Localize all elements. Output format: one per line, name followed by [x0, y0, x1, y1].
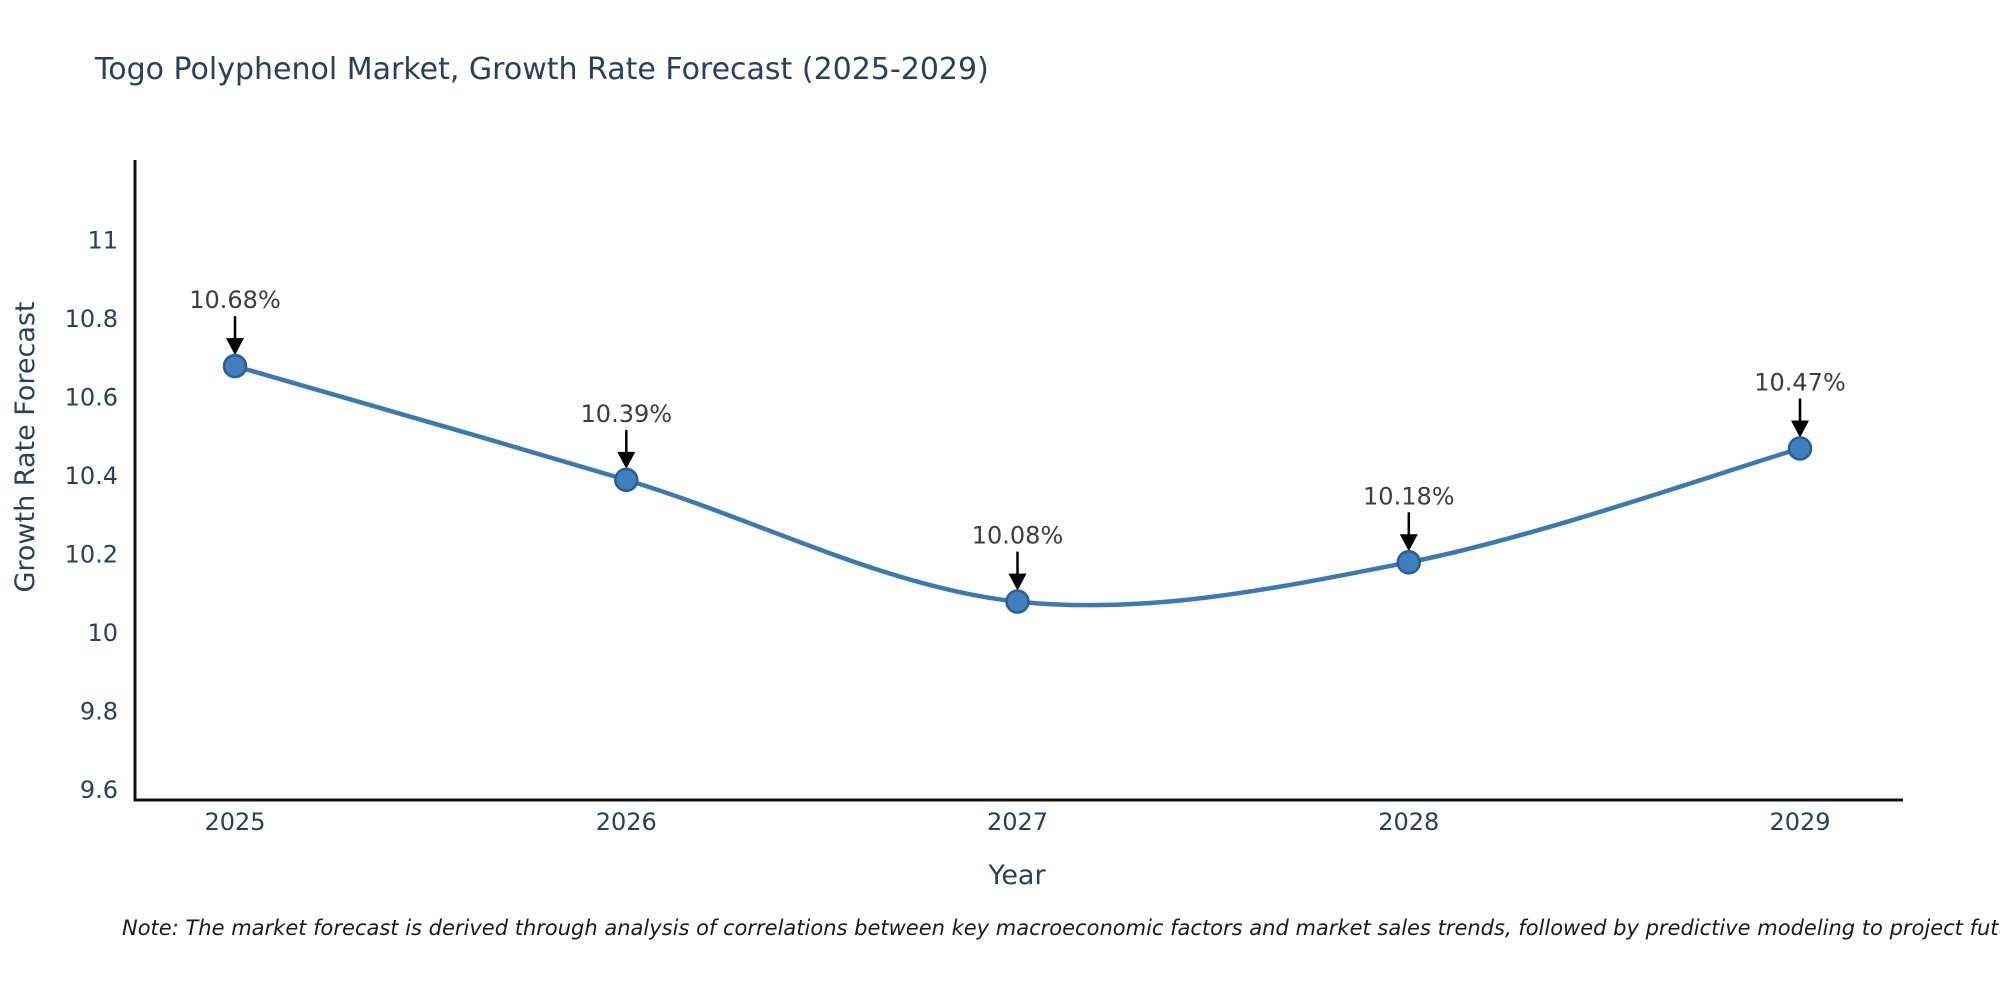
data-point-marker[interactable]	[1787, 436, 1813, 461]
y-tick-label: 9.6	[80, 776, 118, 804]
y-tick-label: 10.4	[65, 462, 118, 490]
x-tick-label: 2027	[987, 808, 1048, 836]
chart-title: Togo Polyphenol Market, Growth Rate Fore…	[94, 52, 989, 87]
footnote: Note: The market forecast is derived thr…	[122, 916, 2000, 940]
annotation-arrowhead	[617, 451, 636, 469]
data-point-annotation: 10.08%	[972, 522, 1064, 550]
x-tick-label: 2029	[1769, 808, 1830, 836]
y-tick-label: 11	[87, 227, 118, 255]
annotation-arrowhead	[1399, 534, 1418, 552]
y-tick-label: 10.2	[65, 541, 118, 569]
y-tick-label: 10	[87, 619, 118, 647]
y-tick-label: 9.8	[80, 698, 118, 726]
data-point-annotation: 10.39%	[581, 400, 673, 428]
y-tick-label: 10.6	[65, 384, 118, 412]
y-tick-label: 10.8	[65, 305, 118, 333]
annotation-arrowhead	[1008, 573, 1027, 591]
x-tick-label: 2026	[596, 808, 657, 836]
annotation-arrowhead	[1791, 420, 1809, 438]
data-point-marker[interactable]	[614, 467, 639, 493]
plot-area: 9.6 9.8 10 10.2 10.4 10.6 10.8 11 2025 2026 2027 20…	[65, 227, 1846, 837]
data-point-marker[interactable]	[222, 353, 248, 379]
data-point-annotation: 10.47%	[1754, 369, 1846, 397]
x-tick-label: 2025	[204, 808, 265, 836]
x-tick-label: 2028	[1378, 808, 1439, 836]
y-axis-title: Growth Rate Forecast	[10, 301, 41, 592]
data-point-marker[interactable]	[1005, 589, 1030, 614]
data-point-marker[interactable]	[1396, 550, 1422, 575]
data-point-annotation: 10.18%	[1363, 482, 1455, 510]
data-point-annotation: 10.68%	[189, 286, 281, 314]
x-axis-title: Year	[987, 860, 1046, 891]
annotation-arrowhead	[226, 338, 244, 356]
